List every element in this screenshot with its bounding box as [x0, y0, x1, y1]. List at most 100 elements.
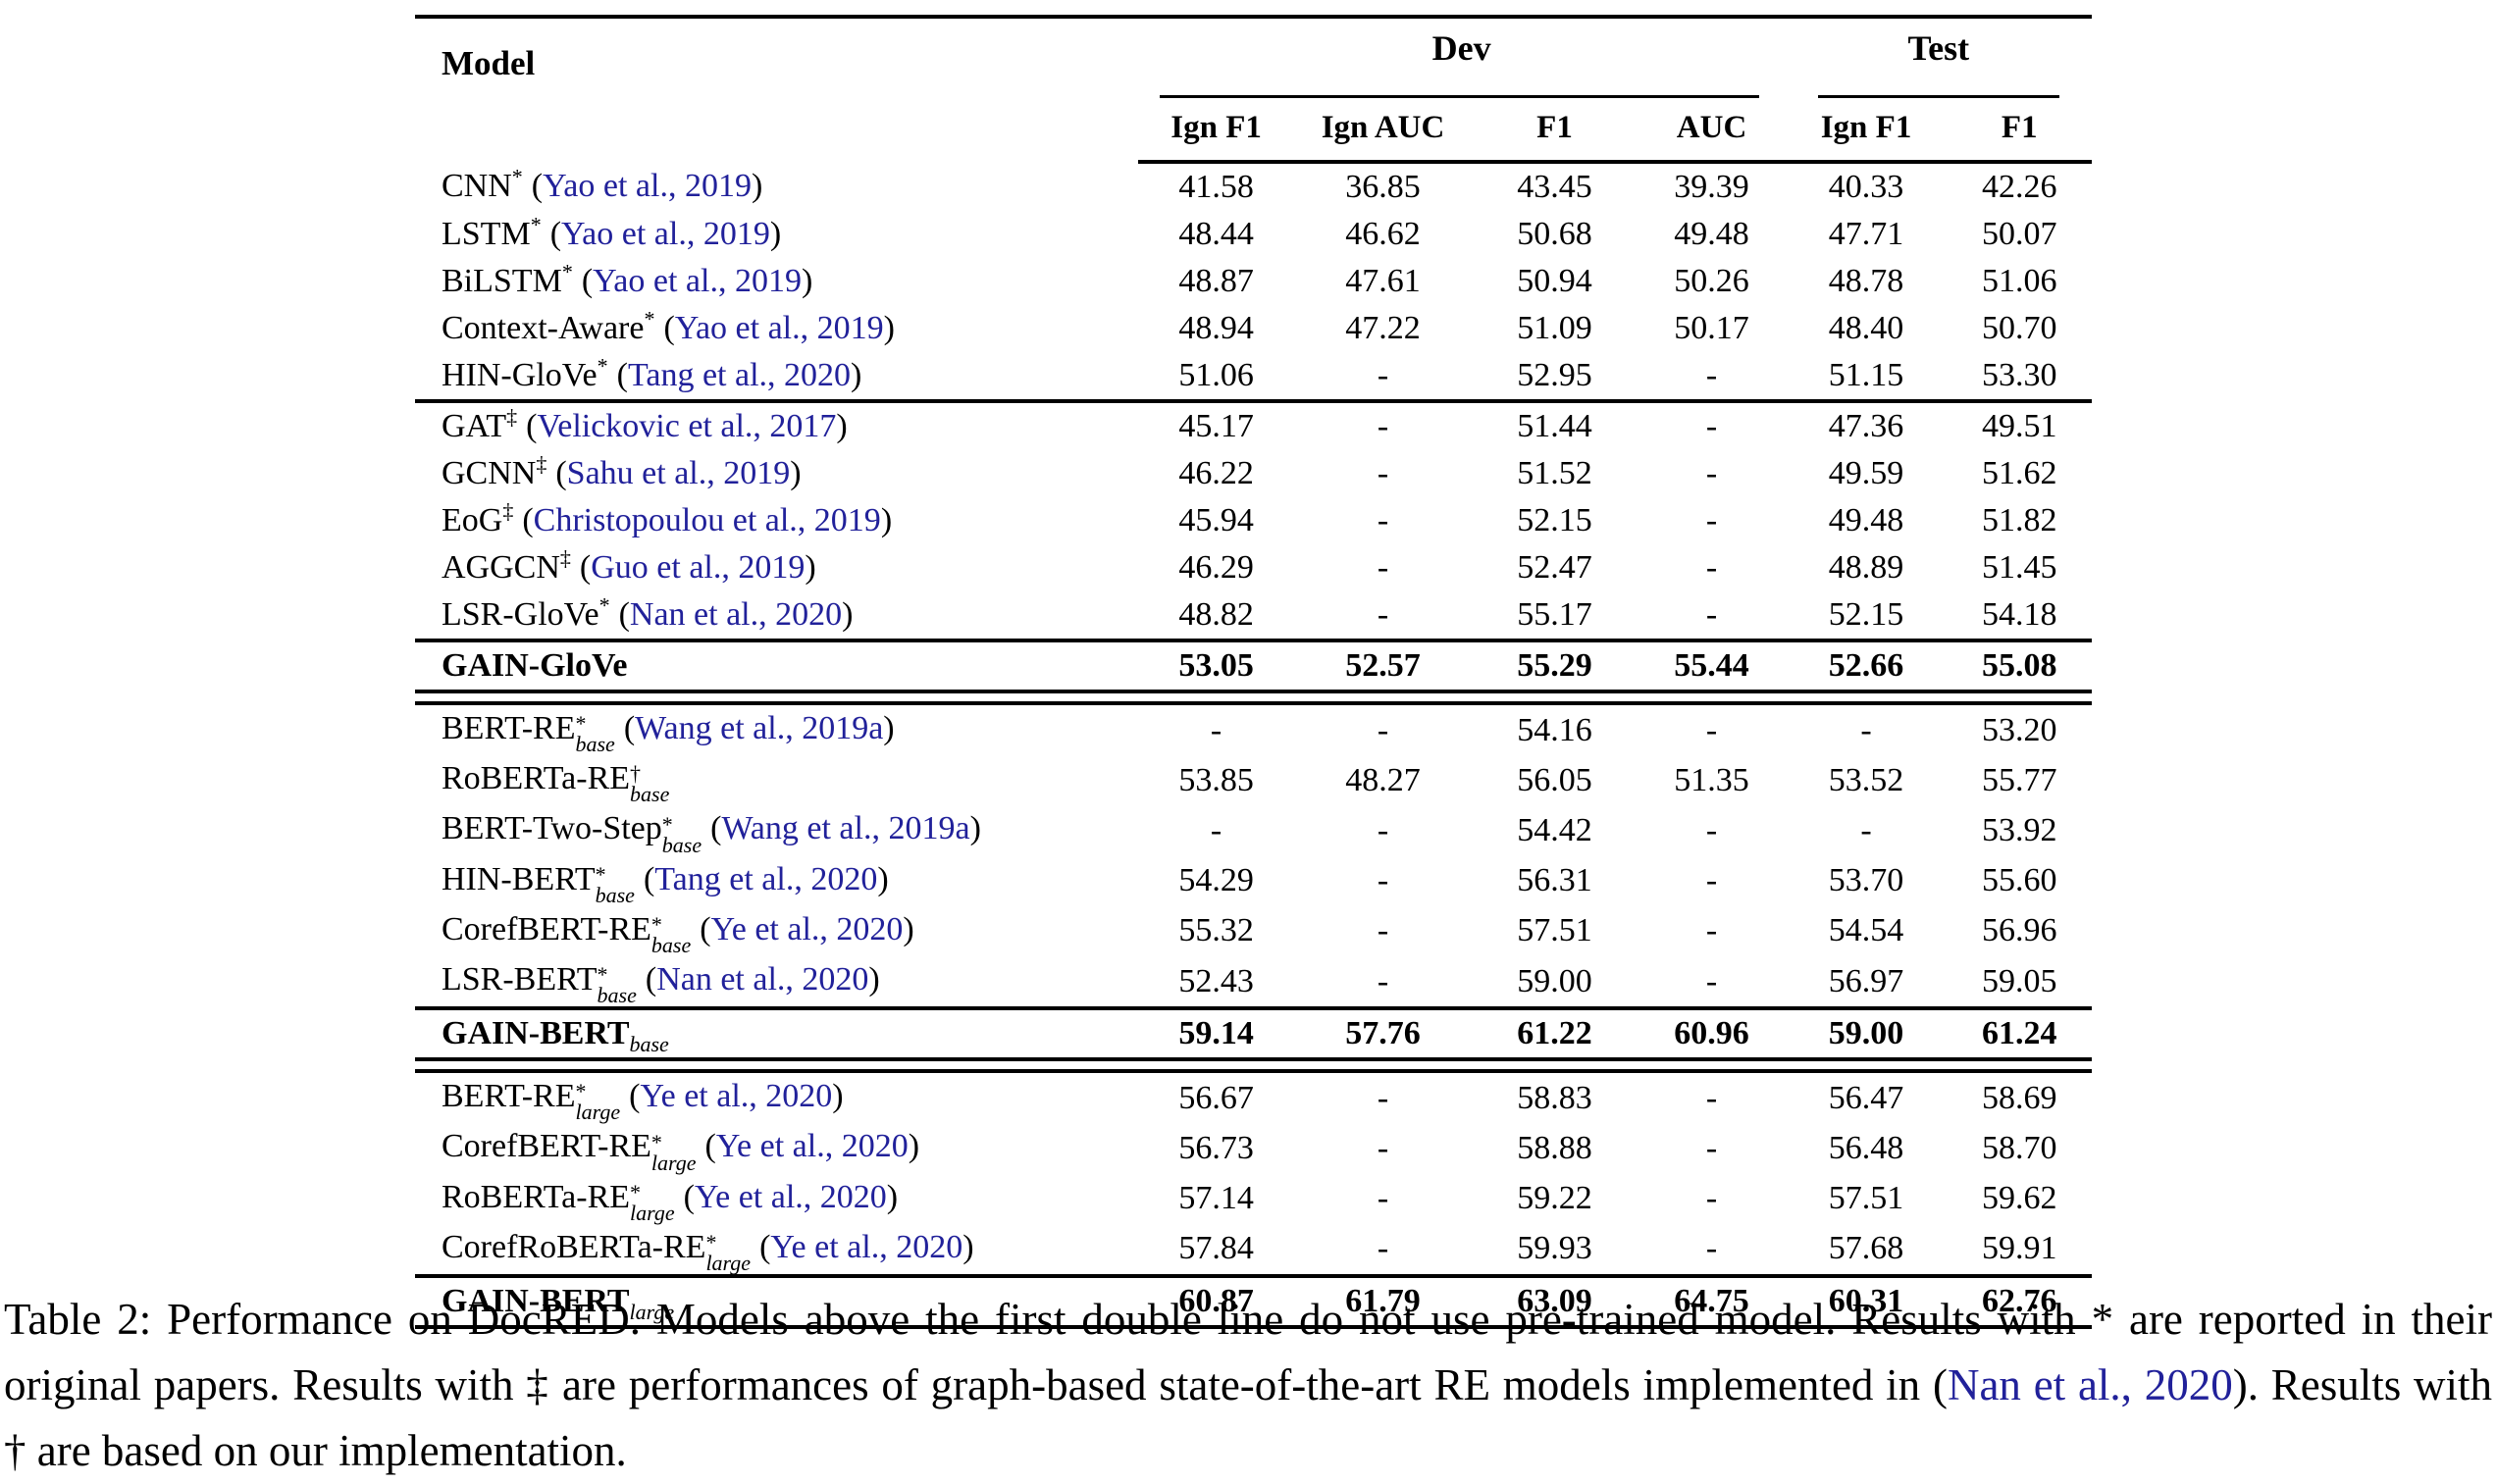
metric-value: 56.47: [1828, 1079, 1904, 1116]
citation-link[interactable]: Wang et al., 2019a: [721, 810, 970, 847]
metric-value: 54.16: [1517, 711, 1592, 748]
citation-open-paren: (: [531, 168, 544, 204]
model-scripts: * base: [596, 863, 635, 905]
metric-value: 53.70: [1828, 862, 1904, 899]
metric-value: 52.66: [1828, 647, 1904, 684]
metric-value: 52.95: [1517, 357, 1592, 393]
model-name-cell: LSTM* (Yao et al., 2019): [415, 211, 1138, 258]
citation-link[interactable]: Sahu et al., 2019: [566, 455, 791, 491]
citation-open-paren: (: [526, 408, 538, 444]
results-table: Model Dev Test Ign F1 Ign AUC F1 AUC Ign…: [415, 15, 2092, 1330]
citation-close-paren: ): [790, 455, 802, 491]
dev-label: Dev: [1431, 28, 1491, 68]
citation-link[interactable]: Wang et al., 2019a: [635, 710, 884, 746]
citation: (Ye et al., 2020): [705, 1128, 919, 1164]
citation-link[interactable]: Guo et al., 2019: [591, 549, 806, 586]
metric-value: 42.26: [1981, 169, 2057, 205]
model-marker: *: [630, 1179, 642, 1204]
citation-link[interactable]: Christopoulou et al., 2019: [533, 502, 881, 538]
citation-link[interactable]: Nan et al., 2020: [629, 596, 843, 633]
citation-link[interactable]: Tang et al., 2020: [627, 357, 852, 393]
citation-link[interactable]: Yao et al., 2019: [561, 216, 770, 252]
metric-value: 58.69: [1981, 1079, 2057, 1116]
model-marker: ‡: [502, 498, 514, 524]
model-scripts: † base: [630, 763, 670, 807]
rule-separator-cell: [415, 1057, 2092, 1074]
metric-value: 59.00: [1517, 962, 1592, 999]
model-name-cell: RoBERTa-RE * large (Ye et al., 2020): [415, 1174, 1138, 1224]
model-name: GAIN-BERT: [442, 1283, 630, 1320]
citation-close-paren: ): [842, 596, 854, 633]
model-name: GAIN-GloVe: [442, 647, 628, 684]
model-size-subscript: large: [705, 1251, 752, 1276]
model-name-cell: AGGCN‡ (Guo et al., 2019): [415, 544, 1138, 591]
model-size-subscript: base: [630, 782, 670, 807]
caption-citation-link[interactable]: Nan et al., 2020: [1947, 1360, 2233, 1409]
metric-value: 51.82: [1981, 502, 2057, 538]
table-row: AGGCN‡ (Guo et al., 2019) 46.29 - 52.47 - 48.8…: [415, 544, 2092, 591]
metric-value: 57.76: [1345, 1015, 1421, 1052]
citation-link[interactable]: Yao et al., 2019: [593, 263, 802, 299]
citation-link[interactable]: Yao et al., 2019: [674, 310, 884, 346]
model-name-cell: RoBERTa-RE † base: [415, 755, 1138, 805]
table-row: RoBERTa-RE * large (Ye et al., 2020) 57.14-5…: [415, 1174, 2092, 1224]
metric-value: 53.20: [1981, 711, 2057, 748]
model-scripts: * base: [662, 813, 702, 855]
metric-value: 47.71: [1828, 216, 1904, 252]
model-marker: *: [644, 306, 655, 332]
metric-value: 47.22: [1345, 310, 1421, 346]
single-rule: [415, 639, 2092, 642]
citation-link[interactable]: Tang et al., 2020: [654, 860, 878, 897]
single-rule: [415, 1006, 2092, 1011]
metric-value: 53.85: [1178, 761, 1254, 798]
table-row: GCNN‡ (Sahu et al., 2019) 46.22 - 51.52 - 49.5…: [415, 450, 2092, 497]
metric-value: 53.52: [1828, 761, 1904, 798]
metric-value: -: [1377, 912, 1389, 949]
model-name: LSTM: [442, 216, 531, 252]
citation-link[interactable]: Ye et al., 2020: [640, 1078, 833, 1115]
citation-link[interactable]: Velickovic et al., 2017: [537, 408, 837, 444]
citation-open-paren: (: [700, 910, 711, 947]
metric-value: 49.48: [1674, 216, 1749, 252]
single-rule: [415, 1274, 2092, 1279]
metric-value: 54.42: [1517, 812, 1592, 848]
metric-value: 53.92: [1981, 812, 2057, 848]
metric-value: -: [1377, 1079, 1389, 1116]
metric-value: 48.27: [1345, 761, 1421, 798]
metric-value: -: [1860, 812, 1872, 848]
metric-value: 57.84: [1178, 1230, 1254, 1267]
model-name: RoBERTa-RE: [442, 760, 631, 797]
metric-value: 56.97: [1828, 962, 1904, 999]
model-name: LSR-GloVe: [442, 596, 599, 633]
metric-value: 61.24: [1981, 1015, 2057, 1052]
table-row: HIN-BERT * base (Tang et al., 2020) 54.29-56…: [415, 856, 2092, 906]
citation: (Christopoulou et al., 2019): [522, 502, 892, 538]
metric-header-row: Ign F1 Ign AUC F1 AUC Ign F1 F1: [415, 98, 2092, 164]
metric-value: 59.05: [1981, 962, 2057, 999]
metric-value: -: [1705, 1230, 1718, 1267]
citation-link[interactable]: Ye et al., 2020: [694, 1178, 887, 1215]
citation-link[interactable]: Nan et al., 2020: [656, 961, 869, 998]
metric-value: 50.70: [1981, 310, 2057, 346]
metric-value: -: [1705, 502, 1718, 538]
citation-link[interactable]: Yao et al., 2019: [543, 168, 752, 204]
citation-link[interactable]: Ye et al., 2020: [770, 1228, 963, 1265]
metric-value: 45.94: [1178, 502, 1254, 538]
metric-value: 56.05: [1517, 761, 1592, 798]
metric-value: 51.35: [1674, 761, 1749, 798]
metric-value: -: [1377, 549, 1389, 586]
single-rule: [415, 399, 2092, 403]
metric-value: 46.29: [1178, 549, 1254, 586]
model-scripts: * large: [651, 1131, 697, 1173]
citation-link[interactable]: Ye et al., 2020: [710, 910, 904, 947]
citation-link[interactable]: Ye et al., 2020: [715, 1128, 909, 1165]
metric-value: -: [1705, 596, 1718, 633]
rule-separator-cell: [415, 690, 2092, 705]
model-name-cell: GCNN‡ (Sahu et al., 2019): [415, 450, 1138, 497]
table-row: GAIN-GloVe 53.05 52.57 55.29 55.44 52.66 55.08: [415, 642, 2092, 690]
metric-value: -: [1377, 455, 1389, 491]
table-row: BERT-Two-Step * base (Wang et al., 2019a) - -…: [415, 805, 2092, 855]
citation-close-paren: ): [886, 1178, 899, 1215]
metric-value: 43.45: [1517, 169, 1592, 205]
metric-value: 58.83: [1517, 1079, 1592, 1116]
